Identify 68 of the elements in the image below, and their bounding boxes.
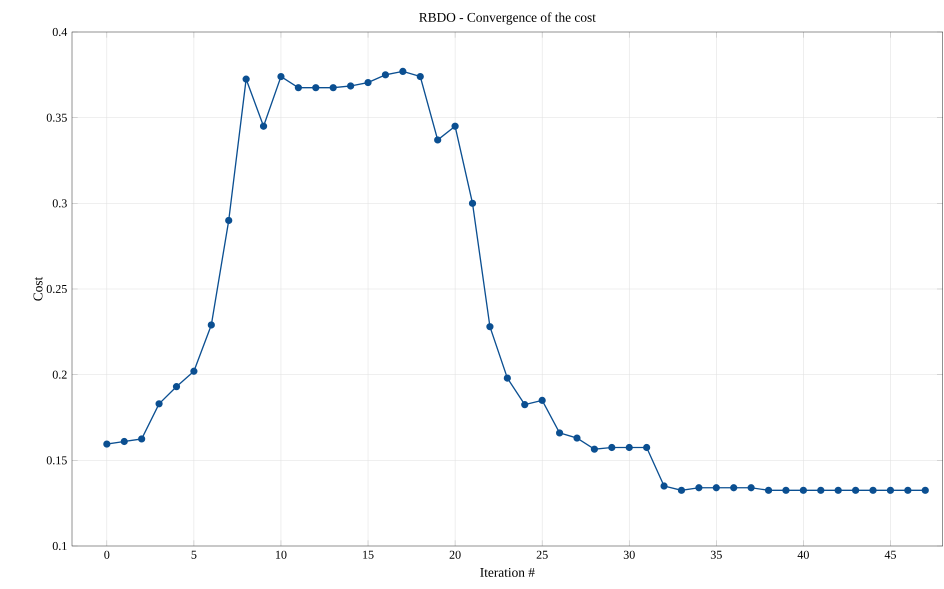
point — [103, 440, 110, 448]
point — [138, 435, 146, 443]
y-axis-title: Cost — [34, 276, 42, 301]
y-tick-label: 0.4 — [52, 28, 68, 36]
point — [399, 68, 406, 76]
x-tick-label: 25 — [536, 550, 548, 559]
point — [712, 484, 720, 492]
x-tick-label: 5 — [192, 550, 196, 559]
point — [504, 374, 511, 382]
y-tick-label: 0.35 — [46, 114, 67, 122]
point — [364, 78, 372, 86]
x-tick-label: 35 — [710, 550, 722, 559]
point — [172, 383, 180, 390]
point — [764, 486, 772, 494]
point — [120, 438, 128, 446]
point — [382, 71, 390, 78]
point — [486, 323, 494, 330]
point — [312, 84, 320, 92]
x-tick-label: 40 — [798, 550, 809, 559]
point — [260, 122, 268, 130]
point — [834, 486, 842, 494]
x-tick-label: 0 — [104, 550, 110, 559]
point — [817, 486, 824, 494]
point — [155, 400, 163, 408]
point — [277, 72, 285, 80]
point — [468, 200, 476, 207]
point — [660, 482, 668, 490]
point — [347, 82, 354, 90]
x-axis-title: Iteration # — [480, 568, 535, 577]
point — [242, 76, 250, 83]
x-tick-label: 10 — [276, 550, 287, 559]
point — [608, 444, 616, 452]
point — [294, 84, 302, 92]
point — [416, 72, 424, 80]
point — [521, 401, 528, 408]
x-tick-label: 45 — [884, 550, 896, 559]
point — [904, 486, 912, 494]
point — [590, 446, 598, 453]
point — [451, 122, 459, 130]
x-tick-label: 30 — [624, 550, 635, 559]
point — [800, 486, 807, 494]
point — [208, 321, 215, 329]
y-tick-label: 0.1 — [52, 542, 67, 550]
point — [922, 486, 929, 494]
y-tick-label: 0.15 — [46, 456, 67, 464]
y-tick-label: 0.25 — [46, 284, 67, 294]
point — [573, 434, 581, 442]
point — [695, 484, 702, 492]
y-tick-label: 0.2 — [52, 370, 67, 379]
point — [190, 368, 198, 375]
point — [556, 429, 564, 437]
point — [538, 396, 546, 404]
x-tick-label: 20 — [450, 550, 461, 559]
y-tick-label: 0.3 — [52, 199, 67, 208]
point — [886, 486, 894, 494]
point — [330, 84, 337, 92]
point — [782, 486, 790, 494]
point — [643, 444, 650, 452]
point — [225, 216, 232, 224]
point — [852, 486, 860, 494]
point — [869, 486, 877, 494]
point — [626, 444, 633, 452]
chart-title: RBDO - Convergence of the cost — [419, 12, 596, 25]
x-tick-label: 15 — [363, 550, 374, 559]
point — [678, 486, 686, 494]
point — [730, 484, 738, 492]
point — [748, 484, 755, 492]
point — [434, 136, 442, 144]
